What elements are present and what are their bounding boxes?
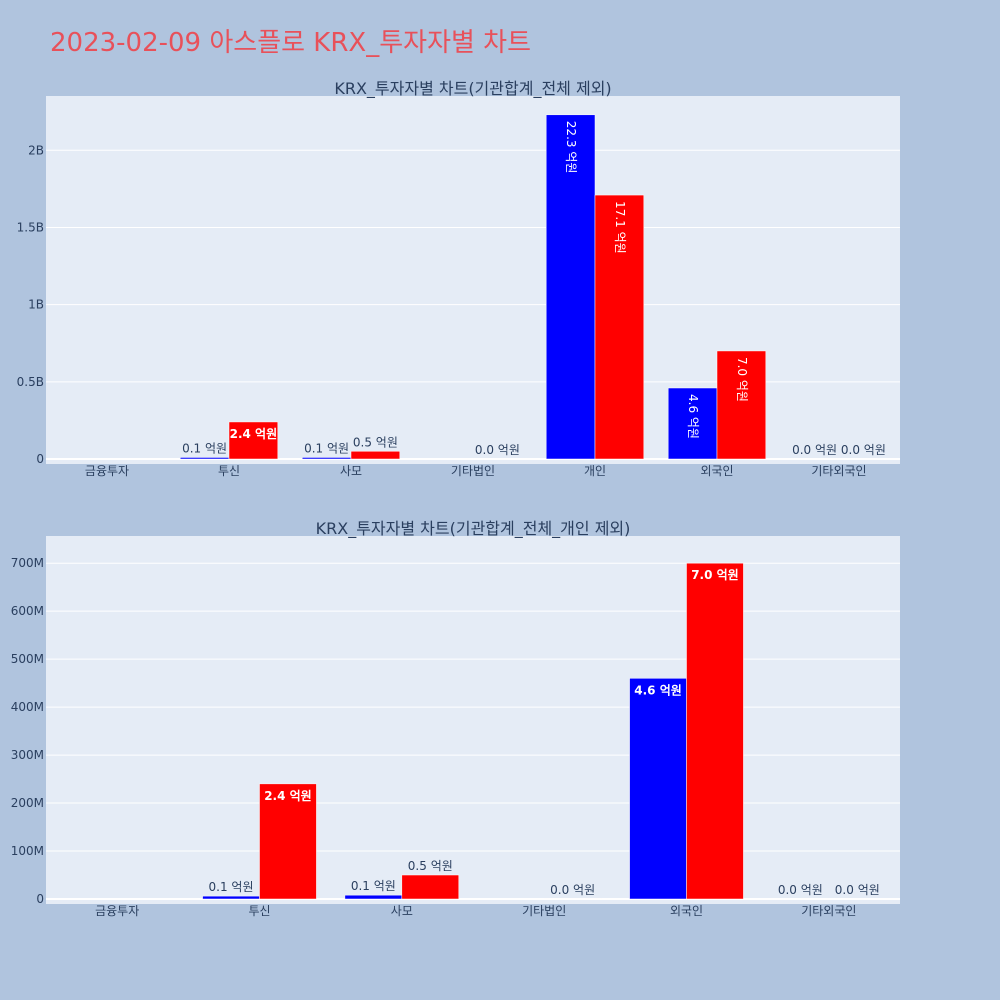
y-tick-label: 0 [36,452,44,466]
bar [344,894,403,900]
y-tick-label: 200M [11,796,44,810]
chart-title: KRX_투자자별 차트(기관합계_전체 제외) [334,79,611,99]
y-tick-label: 2B [28,143,44,157]
x-tick-label: 기타외국인 [801,904,856,918]
x-tick-label: 기타법인 [522,904,566,918]
y-tick-label: 700M [11,556,44,570]
data-label: 0.0 억원 [841,443,886,457]
data-label: 0.1 억원 [209,880,254,894]
chart-title: KRX_투자자별 차트(기관합계_전체_개인 제외) [316,519,631,539]
chart-bottom: KRX_투자자별 차트(기관합계_전체_개인 제외) 0 100M 200M 300M 4… [11,519,900,918]
y-tick-label: 600M [11,604,44,618]
y-tick-label: 300M [11,748,44,762]
data-label: 0.5 억원 [408,859,453,873]
x-tick-label: 사모 [391,904,413,918]
x-tick-label: 사모 [340,464,362,478]
data-label: 0.1 억원 [351,879,396,893]
data-label: 22.3 억원 [564,121,578,174]
x-tick-label: 금융투자 [85,464,129,478]
bar [686,562,744,900]
bar [629,678,687,900]
data-label: 0.1 억원 [304,441,349,455]
bar [301,457,352,460]
plot-area [46,536,900,904]
bar [350,451,401,460]
x-tick-label: 외국인 [700,464,733,478]
data-label: 2.4 억원 [230,427,278,441]
data-label: 7.0 억원 [691,568,739,582]
data-label: 0.0 억원 [550,883,595,897]
data-label: 0.0 억원 [792,443,837,457]
page-title: 2023-02-09 아스플로 KRX_투자자별 차트 [50,28,532,58]
data-label: 17.1 억원 [613,201,627,254]
x-tick-label: 기타외국인 [811,464,866,478]
x-tick-label: 기타법인 [451,464,495,478]
data-label: 0.0 억원 [475,443,520,457]
bar [259,783,317,900]
x-tick-label: 투신 [248,904,270,918]
data-label: 7.0 억원 [735,357,749,402]
y-tick-label: 1.5B [17,220,44,234]
x-tick-label: 금융투자 [95,904,139,918]
bar [228,421,279,460]
y-tick-label: 0 [36,892,44,906]
x-tick-label: 외국인 [670,904,703,918]
data-label: 4.6 억원 [686,394,700,439]
bar [179,457,230,460]
y-tick-label: 500M [11,652,44,666]
y-tick-label: 400M [11,700,44,714]
x-tick-label: 개인 [584,464,606,478]
data-label: 0.5 억원 [353,435,398,449]
chart-top: KRX_투자자별 차트(기관합계_전체 제외) 0 0.5B 1B 1.5B 2B 금융투자… [17,79,900,478]
plot-area [46,96,900,464]
x-tick-label: 투신 [218,464,240,478]
bar [202,895,260,900]
bar [716,350,767,460]
bar [545,114,596,460]
y-tick-label: 1B [28,298,44,312]
data-label: 4.6 억원 [634,683,682,697]
data-label: 0.0 억원 [778,883,823,897]
y-tick-label: 100M [11,844,44,858]
bar [594,194,645,460]
data-label: 0.1 억원 [182,441,227,455]
bar [401,874,460,900]
y-tick-label: 0.5B [17,375,44,389]
data-label: 0.0 억원 [835,883,880,897]
data-label: 2.4 억원 [264,789,312,803]
